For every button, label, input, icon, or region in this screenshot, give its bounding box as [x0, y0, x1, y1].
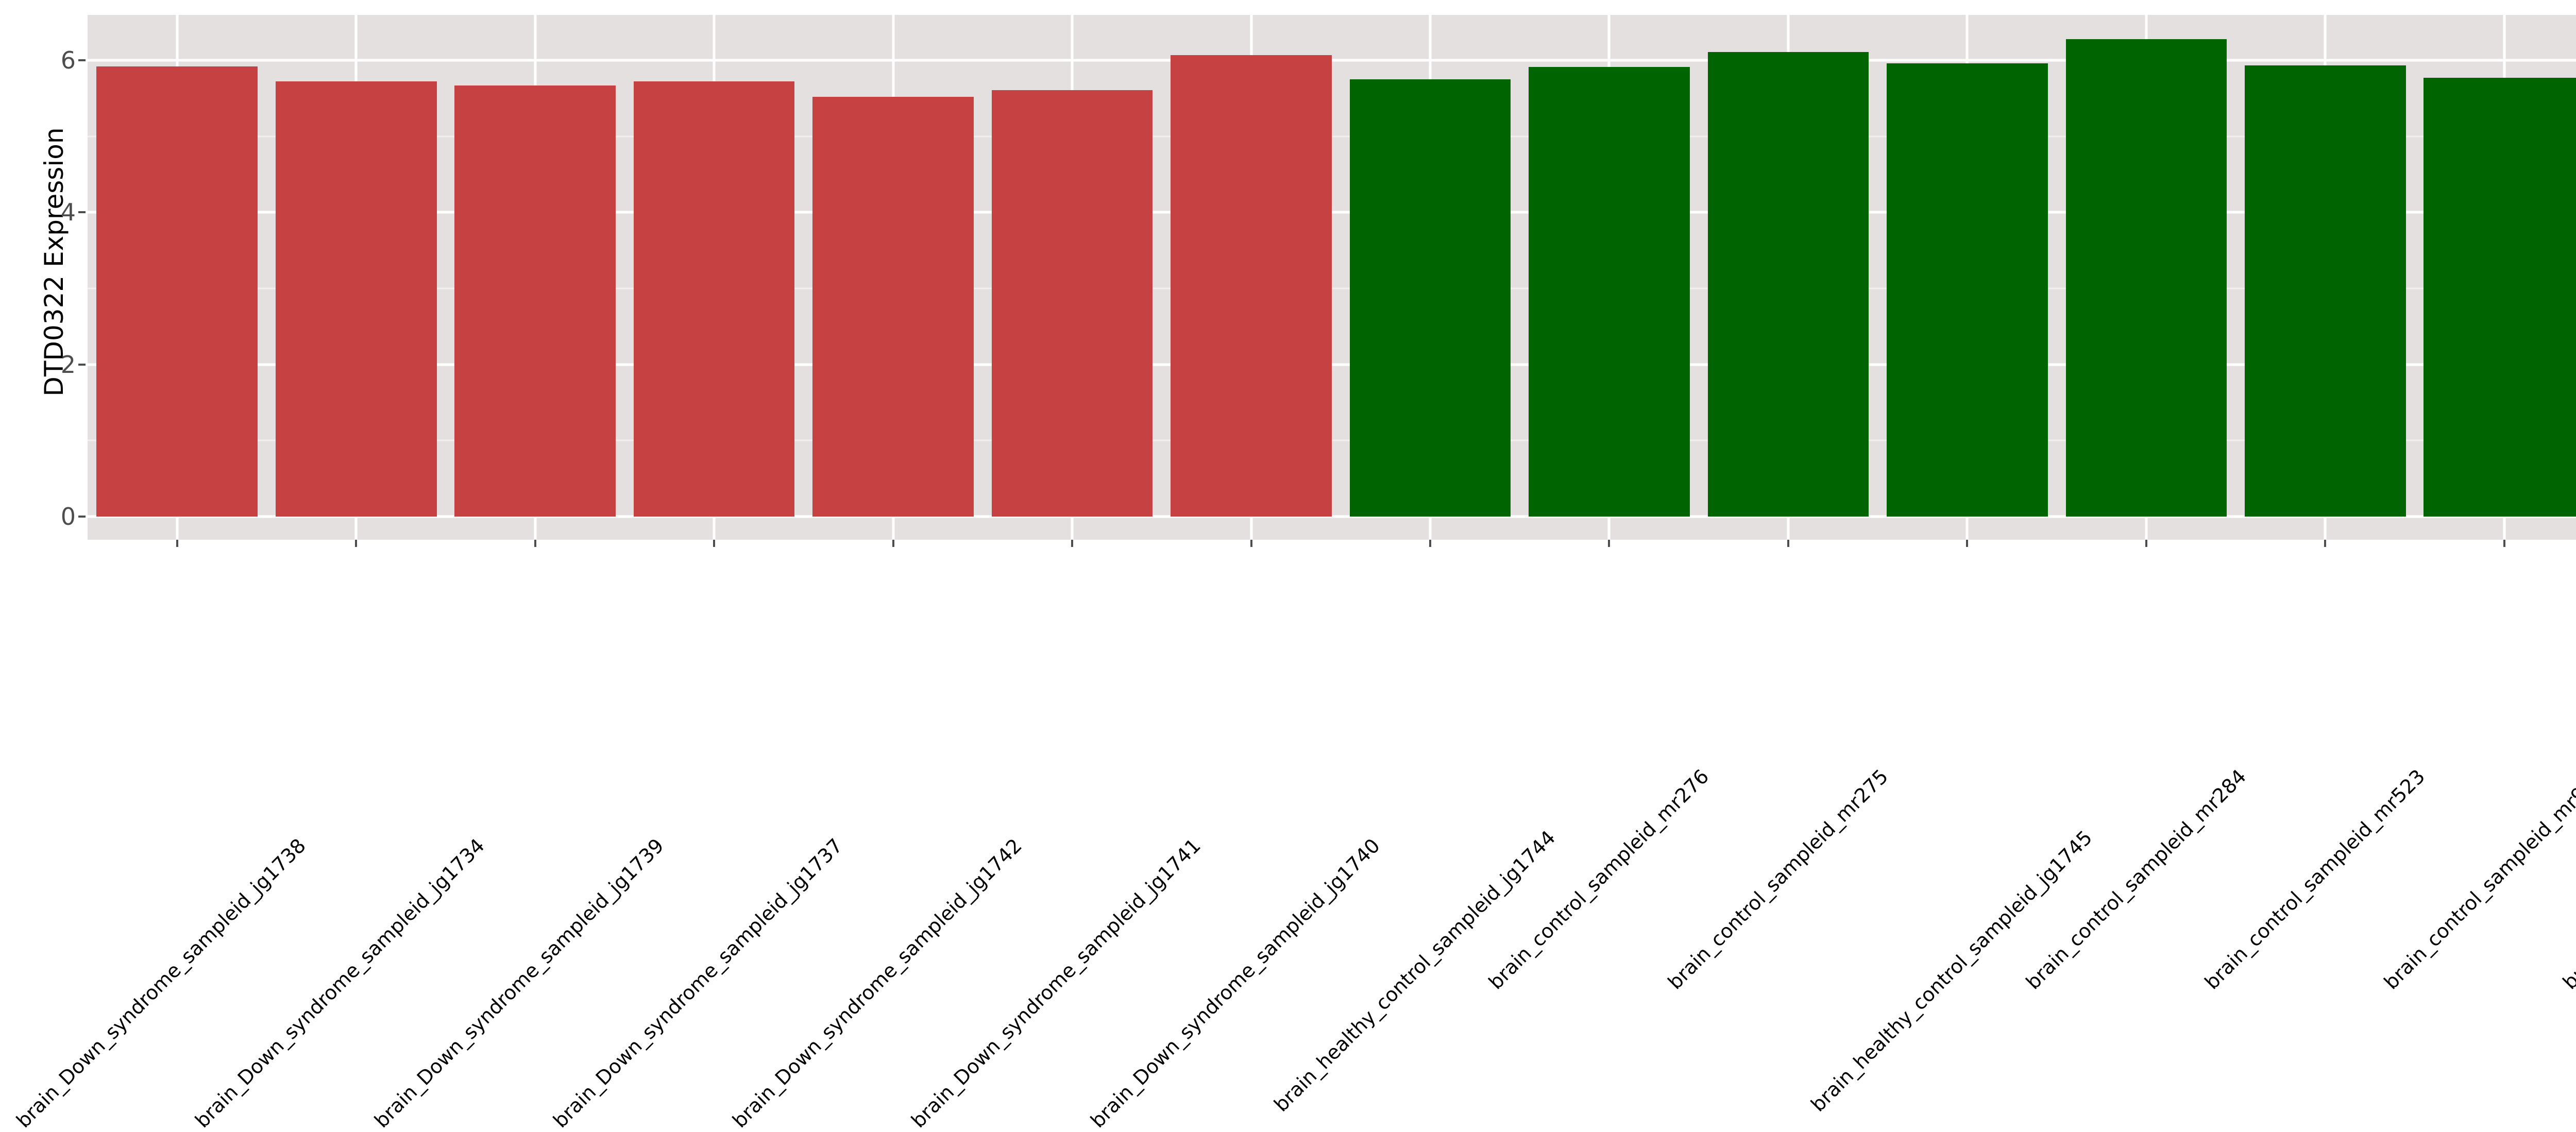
bar [275, 81, 437, 517]
bar [633, 81, 795, 517]
y-tick-mark [78, 516, 86, 518]
bar [812, 96, 974, 517]
x-tick-label: brain_Down_syndrome_sampleid_jg1734 [191, 552, 771, 1132]
x-tick-mark [892, 540, 894, 547]
bar [991, 90, 1153, 517]
gridline-major [88, 515, 2576, 518]
bar [1349, 79, 1511, 517]
gridline-minor [88, 439, 2576, 441]
x-tick-label-text: brain_Down_syndrome_sampleid_jg1741 [907, 834, 1206, 1132]
x-tick-mark [1071, 540, 1074, 547]
bar [2065, 39, 2227, 517]
x-tick-label-text: brain_Down_syndrome_sampleid_jg1737 [549, 834, 848, 1132]
x-tick-label: brain_Down_syndrome_sampleid_jg1742 [728, 552, 1308, 1132]
gridline-minor [88, 135, 2576, 138]
bar [454, 85, 616, 517]
bar [2244, 65, 2406, 517]
x-tick-mark [2145, 540, 2147, 547]
bar [2424, 77, 2576, 517]
x-tick-label: brain_control_sampleid_mr275 [1664, 552, 2105, 993]
gridline-major [88, 211, 2576, 214]
x-tick-label: brain_Down_syndrome_sampleid_jg1741 [907, 552, 1487, 1132]
bar [1707, 52, 1869, 517]
x-tick-mark [2503, 540, 2505, 547]
x-tick-label-text: brain_Down_syndrome_sampleid_jg1738 [11, 834, 310, 1132]
bar [1529, 67, 1690, 517]
x-tick-mark [713, 540, 716, 547]
y-tick-label: 0 [60, 503, 76, 530]
x-tick-label-text: brain_Down_syndrome_sampleid_jg1740 [1086, 834, 1384, 1132]
x-tick-mark [1966, 540, 1969, 547]
x-tick-mark [1429, 540, 1431, 547]
x-tick-label: brain_Down_syndrome_sampleid_jg1739 [370, 552, 951, 1132]
y-axis-title: DTD0322 Expression [39, 127, 69, 397]
x-tick-label-text: brain_Down_syndrome_sampleid_jg1734 [191, 834, 489, 1132]
x-tick-label: brain_Down_syndrome_sampleid_jg1738 [12, 552, 592, 1132]
x-tick-label-text: brain_Down_syndrome_sampleid_jg1742 [727, 834, 1026, 1132]
x-tick-mark [1608, 540, 1611, 547]
x-tick-label: brain_Down_syndrome_sampleid_jg1737 [549, 552, 1129, 1132]
bar [1887, 63, 2048, 517]
x-tick-mark [176, 540, 178, 547]
y-tick-label: 4 [60, 198, 76, 227]
gridline-minor [88, 287, 2576, 289]
x-tick-mark [534, 540, 536, 547]
x-tick-label: brain_Down_syndrome_sampleid_jg1740 [1086, 552, 1666, 1132]
x-tick-mark [1787, 540, 1789, 547]
x-tick-mark [2324, 540, 2327, 547]
y-tick-mark [78, 59, 86, 61]
bar-chart-figure: DTD0322 Expression 0 2 4 6 brain_Down_syndr… [11, 15, 2576, 1132]
y-tick-label: 6 [60, 46, 76, 74]
y-tick-label: 2 [60, 350, 76, 379]
plot-panel [88, 15, 2576, 540]
gridline-major [88, 59, 2576, 62]
x-tick-mark [1250, 540, 1252, 547]
x-tick-label-text: brain_control_sampleid_mr275 [1663, 765, 1893, 994]
bar [1171, 55, 1332, 517]
x-tick-label-text: brain_Down_syndrome_sampleid_jg1739 [369, 834, 668, 1132]
y-tick-mark [78, 211, 86, 214]
x-tick-label-text: brain_control_sampleid_mr523 [2200, 765, 2430, 994]
bar [96, 66, 258, 517]
gridline-major [88, 363, 2576, 366]
y-tick-mark [78, 363, 86, 366]
x-tick-mark [355, 540, 358, 547]
